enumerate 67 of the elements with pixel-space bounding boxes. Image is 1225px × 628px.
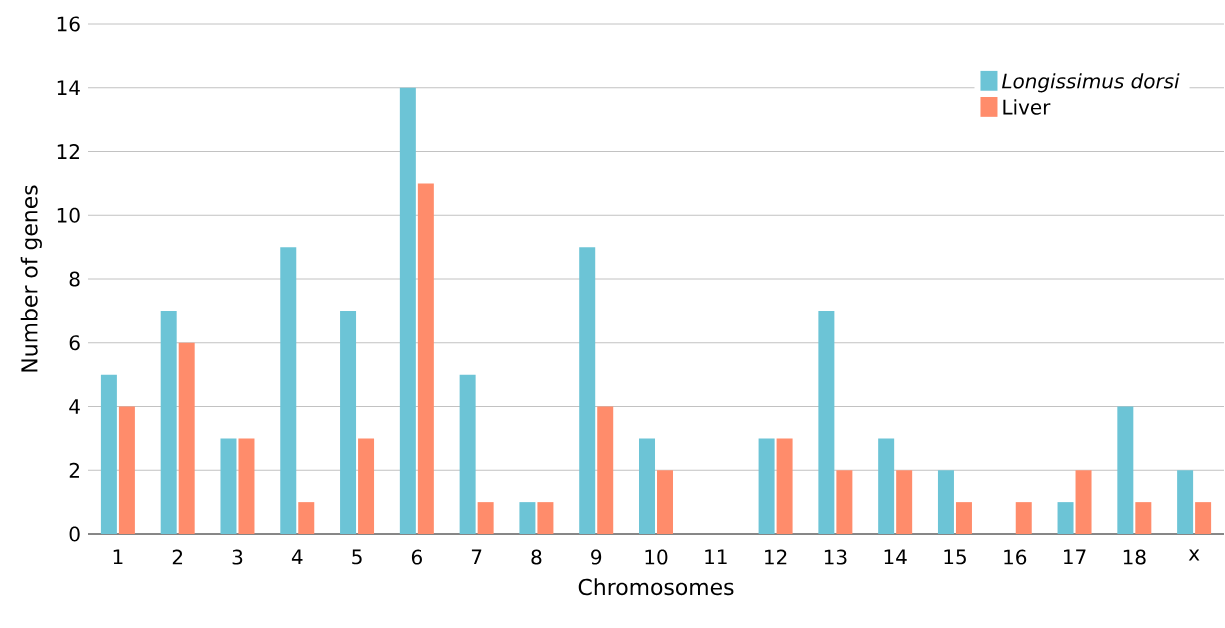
bar xyxy=(597,406,614,534)
bar xyxy=(100,374,117,534)
bar xyxy=(220,438,237,534)
y-tick-label: 0 xyxy=(69,526,80,542)
bar xyxy=(1117,406,1134,534)
x-tick-label: 1 xyxy=(113,549,123,565)
bar xyxy=(459,374,476,534)
x-tick-label: 13 xyxy=(824,549,847,565)
bar xyxy=(399,87,416,534)
y-axis-title: Number of genes xyxy=(20,185,42,372)
bar xyxy=(340,310,357,534)
x-tick-label: 7 xyxy=(471,549,482,565)
bar xyxy=(537,502,554,534)
y-tick-label: 10 xyxy=(57,207,80,223)
legend-label: Longissimus dorsi xyxy=(1002,73,1180,93)
y-tick-label: 6 xyxy=(69,335,80,351)
bar xyxy=(1015,502,1032,534)
x-tick-label: 16 xyxy=(1004,549,1027,565)
bar xyxy=(477,502,494,534)
bar xyxy=(758,438,775,534)
x-tick-label: 2 xyxy=(172,549,183,565)
x-tick-label: 6 xyxy=(411,549,422,565)
x-tick-label: 5 xyxy=(352,549,362,565)
bar xyxy=(955,502,972,534)
x-tick-label: 8 xyxy=(531,549,542,565)
bar xyxy=(657,470,674,534)
bar xyxy=(1195,502,1212,534)
bar xyxy=(417,183,434,534)
x-tick-label: x xyxy=(1188,549,1200,561)
bar xyxy=(238,438,255,534)
x-tick-label: 12 xyxy=(765,549,787,565)
bar xyxy=(519,502,536,534)
x-tick-label: 3 xyxy=(232,549,243,565)
x-tick-label: 9 xyxy=(591,549,602,565)
bar xyxy=(118,406,135,534)
x-tick-label: 11 xyxy=(705,549,727,565)
bar xyxy=(937,470,954,534)
bar xyxy=(776,438,793,534)
bar xyxy=(836,470,853,534)
x-tick-label: 14 xyxy=(884,549,907,565)
bar xyxy=(878,438,895,534)
x-tick-label: 15 xyxy=(944,549,966,565)
y-tick-label: 4 xyxy=(69,399,80,414)
bar xyxy=(579,247,596,534)
bar xyxy=(1177,470,1194,534)
bar xyxy=(160,310,177,534)
bar xyxy=(1075,470,1092,534)
bar xyxy=(280,247,297,534)
legend-label: Liver xyxy=(1003,99,1051,115)
bar xyxy=(298,502,315,534)
y-tick-label: 2 xyxy=(69,462,79,478)
bar xyxy=(1057,502,1074,534)
bar xyxy=(639,438,656,534)
bar xyxy=(896,470,913,534)
y-tick-label: 8 xyxy=(69,271,80,287)
bar xyxy=(818,310,835,534)
x-tick-label: 17 xyxy=(1064,549,1086,565)
y-tick-label: 16 xyxy=(57,16,80,32)
bar xyxy=(358,438,375,534)
x-tick-label: 18 xyxy=(1123,549,1146,565)
y-tick-label: 14 xyxy=(57,80,80,96)
bar xyxy=(178,342,195,534)
x-tick-label: 10 xyxy=(645,549,668,565)
y-tick-label: 12 xyxy=(57,144,79,159)
bar xyxy=(1135,502,1152,534)
x-tick-label: 4 xyxy=(291,549,303,565)
x-axis-title: Chromosomes xyxy=(578,578,734,596)
